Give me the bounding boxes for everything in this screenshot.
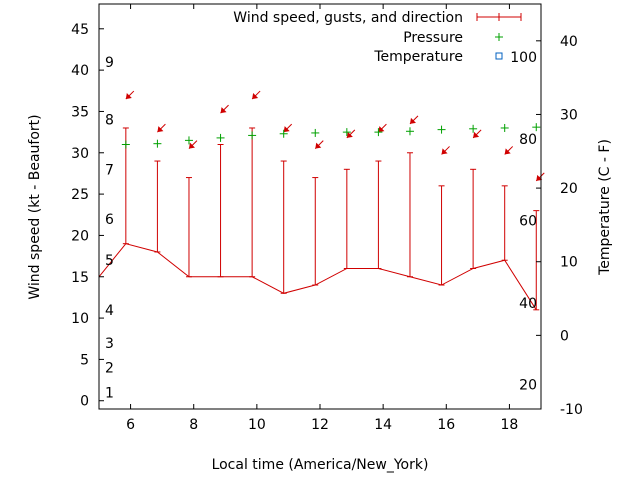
x-tick-label: 8 (189, 417, 198, 433)
x-tick-label: 16 (437, 417, 455, 433)
beaufort-label: 4 (105, 303, 114, 319)
wind-direction-arrow-head (441, 148, 448, 155)
wind-direction-arrow (441, 146, 450, 155)
fahrenheit-label: 80 (519, 132, 537, 148)
fahrenheit-label: 20 (519, 378, 537, 394)
y-tick-label: 35 (71, 104, 89, 120)
beaufort-label: 3 (105, 336, 114, 352)
legend-pressure-label: Pressure (403, 30, 463, 46)
legend: Wind speed, gusts, and direction Pressur… (233, 10, 522, 65)
y-tick-label: 20 (71, 228, 89, 244)
pressure-point (437, 125, 446, 134)
legend-wind-marker (476, 13, 522, 21)
plot-layer (98, 90, 545, 311)
wind-direction-arrow (409, 115, 419, 125)
y-tick-label: 5 (80, 352, 89, 368)
wind-direction-arrow (314, 140, 324, 149)
x-tick-label: 10 (248, 417, 266, 433)
legend-wind-label: Wind speed, gusts, and direction (233, 10, 463, 26)
y-tick-label: 45 (71, 22, 89, 38)
pressure-point (500, 123, 509, 132)
y2-tick-label: 10 (560, 255, 578, 271)
plot-frame (98, 3, 542, 410)
pressure-point (405, 127, 414, 136)
wind-direction-arrow-head (283, 126, 290, 133)
wind-direction-arrow-head (125, 93, 132, 100)
x-tick-label: 6 (126, 417, 135, 433)
wind-direction-arrow (283, 123, 293, 133)
y-tick-label: 30 (71, 146, 89, 162)
beaufort-label: 9 (105, 55, 114, 71)
wind-direction-arrow (378, 123, 387, 133)
pressure-point (532, 123, 541, 132)
y-tick-label: 25 (71, 187, 89, 203)
wind-direction-arrow-head (315, 142, 322, 149)
beaufort-label: 8 (105, 113, 114, 129)
y-tick-label: 15 (71, 270, 89, 286)
pressure-point (248, 131, 257, 140)
beaufort-label: 1 (105, 385, 114, 401)
beaufort-label: 6 (105, 212, 114, 228)
pressure-point (184, 136, 193, 145)
pressure-point (311, 128, 320, 137)
wind-direction-arrow (535, 172, 545, 182)
wind-speed-line (98, 243, 537, 311)
x-tick-label: 14 (374, 417, 392, 433)
y2-tick-label: -10 (560, 402, 583, 418)
y2-tick-label: 20 (560, 181, 578, 197)
y2-tick-label: 40 (560, 34, 578, 50)
wind-direction-arrow (251, 90, 261, 100)
wind-direction-arrow-head (473, 131, 480, 138)
pressure-point (153, 139, 162, 148)
fahrenheit-label: 40 (519, 296, 537, 312)
wind-direction-arrow-head (409, 117, 416, 124)
wind-direction-arrow-head (378, 126, 385, 133)
wind-direction-arrow (220, 104, 229, 114)
wind-direction-arrow (188, 140, 198, 149)
x-tick-label: 18 (501, 417, 519, 433)
pressure-point (469, 124, 478, 133)
fahrenheit-label: 60 (519, 213, 537, 229)
wind-direction-arrow (346, 129, 356, 139)
legend-pressure-marker (495, 33, 503, 41)
y2-tick-label: 30 (560, 107, 578, 123)
y-tick-label: 40 (71, 63, 89, 79)
legend-temperature-label: Temperature (373, 49, 463, 65)
wind-direction-arrow (504, 146, 514, 155)
wind-direction-arrow-head (346, 131, 353, 138)
pressure-point (374, 128, 383, 137)
beaufort-label: 5 (105, 253, 114, 269)
fahrenheit-label: 100 (510, 50, 537, 66)
beaufort-label: 7 (105, 162, 114, 178)
beaufort-label: 2 (105, 361, 114, 377)
wind-direction-arrow (157, 123, 166, 133)
x-axis-label: Local time (America/New_York) (212, 457, 429, 473)
x-tick-label: 12 (311, 417, 329, 433)
wind-direction-arrow-head (188, 142, 195, 149)
y2-tick-label: 0 (560, 328, 569, 344)
wind-direction-arrow-head (504, 148, 511, 155)
pressure-point (279, 129, 288, 138)
y-tick-label: 0 (80, 394, 89, 410)
legend-temperature-marker (495, 52, 503, 60)
y2-axis-label: Temperature (C - F) (597, 139, 613, 276)
axis-layer: 6 8 10 12 14 16 18051015202530354045-100102030… (71, 4, 583, 433)
wind-direction-arrow (125, 90, 135, 100)
wind-direction-arrow-head (157, 126, 164, 133)
pressure-point (342, 128, 351, 137)
y-tick-label: 10 (71, 311, 89, 327)
wind-direction-arrow-head (220, 107, 227, 114)
pressure-point (121, 140, 130, 149)
y-axis-label: Wind speed (kt - Beaufort) (27, 114, 43, 299)
wind-direction-arrow-head (252, 93, 259, 100)
wind-direction-arrow (472, 129, 482, 139)
pressure-point (216, 133, 225, 142)
